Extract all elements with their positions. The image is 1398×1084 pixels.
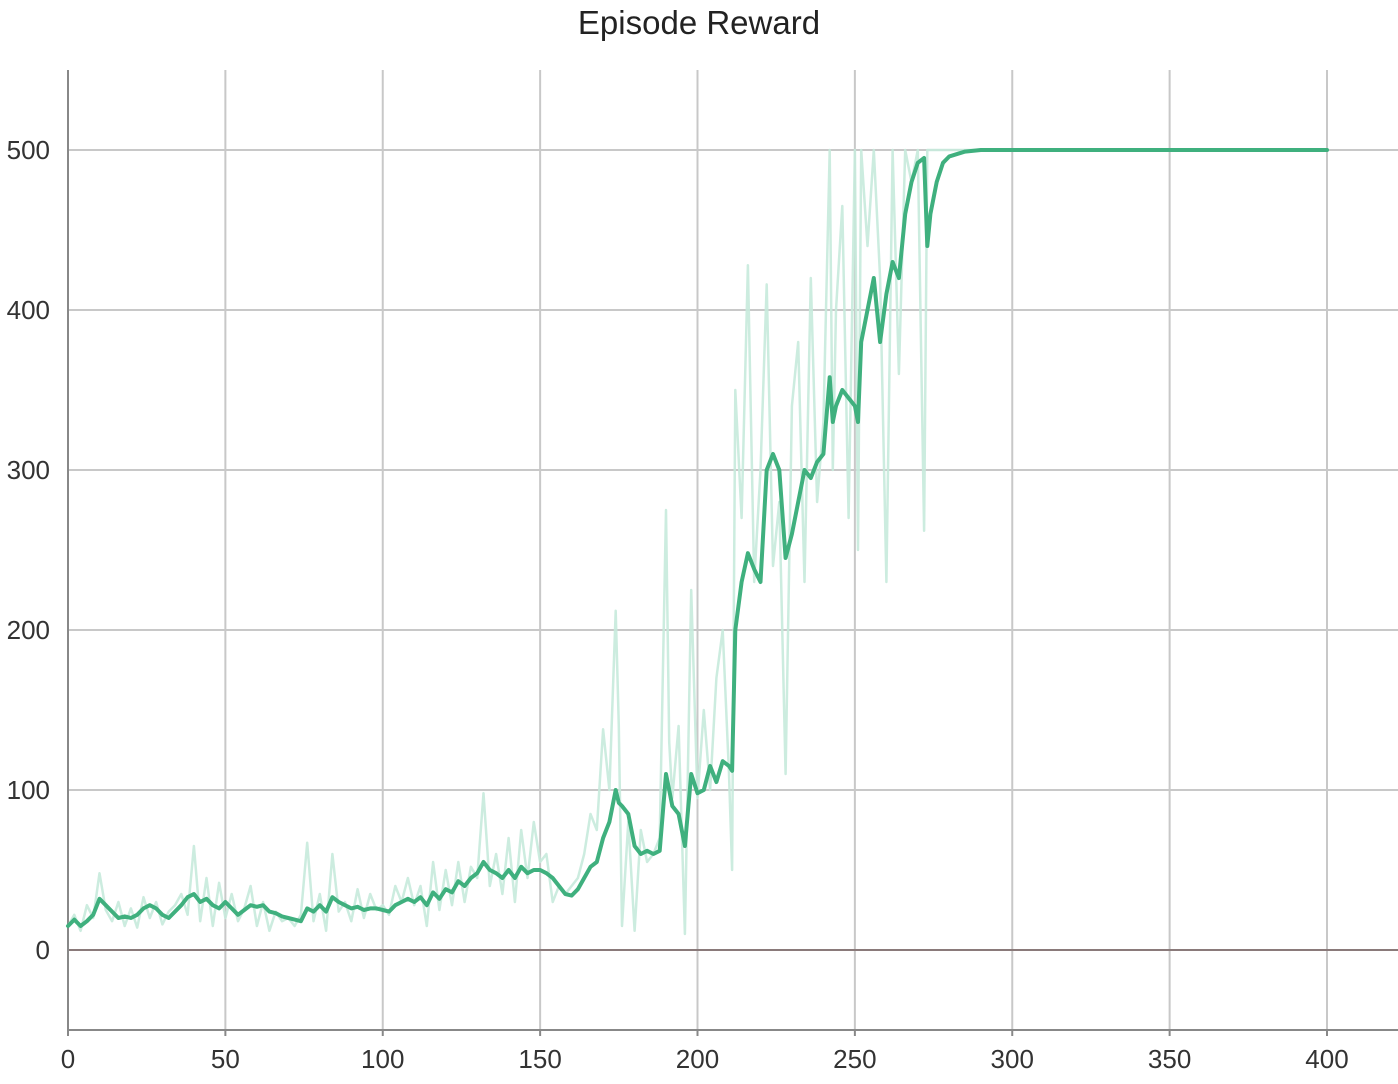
smoothed-reward-line (66, 148, 1329, 928)
axis-layer (67, 70, 1398, 1036)
y-tick-label: 500 (7, 135, 50, 165)
x-tick-label: 250 (833, 1044, 876, 1074)
y-tick-label: 0 (36, 935, 50, 965)
x-tick-label: 300 (991, 1044, 1034, 1074)
x-tick-label: 200 (676, 1044, 719, 1074)
y-tick-label: 100 (7, 775, 50, 805)
y-tick-label: 200 (7, 615, 50, 645)
raw-reward-line (66, 148, 1329, 936)
x-tick-label: 0 (61, 1044, 75, 1074)
x-tick-label: 50 (211, 1044, 240, 1074)
x-tick-label: 350 (1148, 1044, 1191, 1074)
tick-label-layer: 0 50 100 150 200 250 300 350 400 0 100 200 300 400 500 (7, 135, 1349, 1074)
series-layer (66, 148, 1329, 936)
x-tick-label: 400 (1305, 1044, 1348, 1074)
x-tick-label: 100 (361, 1044, 404, 1074)
y-tick-label: 300 (7, 455, 50, 485)
chart-title: Episode Reward (577, 4, 821, 41)
y-tick-label: 400 (7, 295, 50, 325)
x-tick-label: 150 (518, 1044, 561, 1074)
